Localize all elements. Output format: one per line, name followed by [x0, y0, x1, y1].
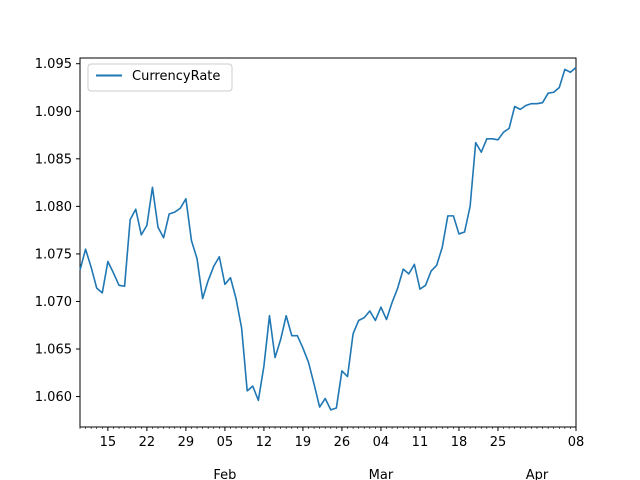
- legend-label-currencyrate: CurrencyRate: [132, 69, 220, 84]
- x-tick-label: 22: [139, 435, 156, 450]
- axes: 1.060 1.065 1.070 1.075 1.080 1.085 1.090 1.095…: [35, 57, 584, 480]
- x-tick-label: 04: [373, 435, 390, 450]
- y-tick-label: 1.085: [35, 152, 72, 167]
- x-tick-label: 19: [295, 435, 312, 450]
- x-tick-label: 11: [412, 435, 429, 450]
- x-tick-label: 29: [178, 435, 195, 450]
- plot-frame: [79, 57, 577, 428]
- x-tick-label: 25: [490, 435, 507, 450]
- x-month-label: Feb: [213, 468, 236, 480]
- x-tick-label: 08: [568, 435, 585, 450]
- x-tick-label: 05: [217, 435, 234, 450]
- y-tick-label: 1.095: [35, 57, 72, 72]
- x-month-label: Mar: [369, 468, 394, 480]
- legend: CurrencyRate: [87, 63, 233, 92]
- y-tick-label: 1.060: [35, 390, 72, 405]
- x-tick-label: 18: [451, 435, 468, 450]
- legend-frame: [87, 63, 233, 92]
- x-month-label: Apr: [526, 468, 549, 480]
- y-tick-label: 1.075: [35, 247, 72, 262]
- x-tick-label: 26: [334, 435, 351, 450]
- y-tick-label: 1.090: [35, 105, 72, 120]
- x-tick-label: 12: [256, 435, 273, 450]
- y-tick-label: 1.080: [35, 200, 72, 215]
- y-tick-label: 1.070: [35, 295, 72, 310]
- series-layer: [79, 66, 577, 411]
- series-line-currencyrate: [79, 66, 577, 411]
- y-tick-label: 1.065: [35, 343, 72, 358]
- x-tick-label: 15: [100, 435, 117, 450]
